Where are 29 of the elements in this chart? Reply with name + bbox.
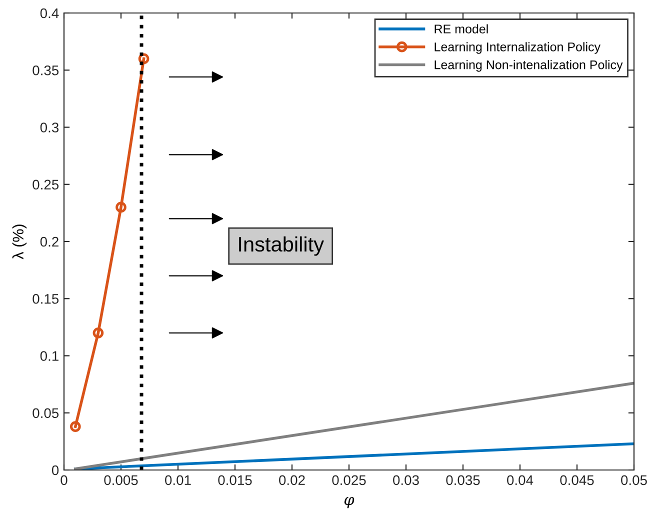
- legend-label: Learning Non-intenalization Policy: [434, 60, 623, 72]
- point: [70, 421, 81, 432]
- x-tick-label: 0.005: [104, 475, 138, 486]
- y-tick-label: 0.3: [40, 122, 59, 132]
- point: [116, 202, 126, 213]
- x-tick-label: 0.035: [446, 475, 480, 486]
- y-tick-label: 0.35: [32, 65, 59, 76]
- y-tick-label: 0.05: [32, 408, 59, 418]
- x-tick-label: 0.03: [393, 475, 419, 486]
- x-tick-label: 0.025: [332, 475, 366, 486]
- annotation: Instability: [239, 236, 324, 256]
- point: [92, 327, 104, 338]
- y-tick-label: 0.25: [32, 180, 59, 190]
- y-tick-label: 0.1: [40, 351, 58, 361]
- y-tick-label: 0: [52, 465, 59, 476]
- x-tick-label: 0.04: [507, 475, 534, 486]
- legend-label: RE model: [434, 24, 488, 34]
- x-tick-label: 0.01: [165, 475, 191, 486]
- legend-label: Learning Internalization Policy: [434, 42, 601, 54]
- y-axis-title: λ (%): [12, 224, 27, 260]
- x-tick-label: 0: [60, 475, 68, 486]
- y-tick-label: 0.2: [40, 236, 58, 247]
- x-tick-label: 0.045: [560, 475, 594, 486]
- x-tick-label: 0.02: [279, 475, 305, 486]
- x-tick-label: 0.015: [218, 475, 252, 486]
- y-tick-label: 0.15: [32, 294, 59, 304]
- x-tick-label: 0.05: [621, 475, 647, 486]
- y-tick-label: 0.4: [40, 8, 59, 18]
- x-axis-title: φ: [344, 497, 354, 508]
